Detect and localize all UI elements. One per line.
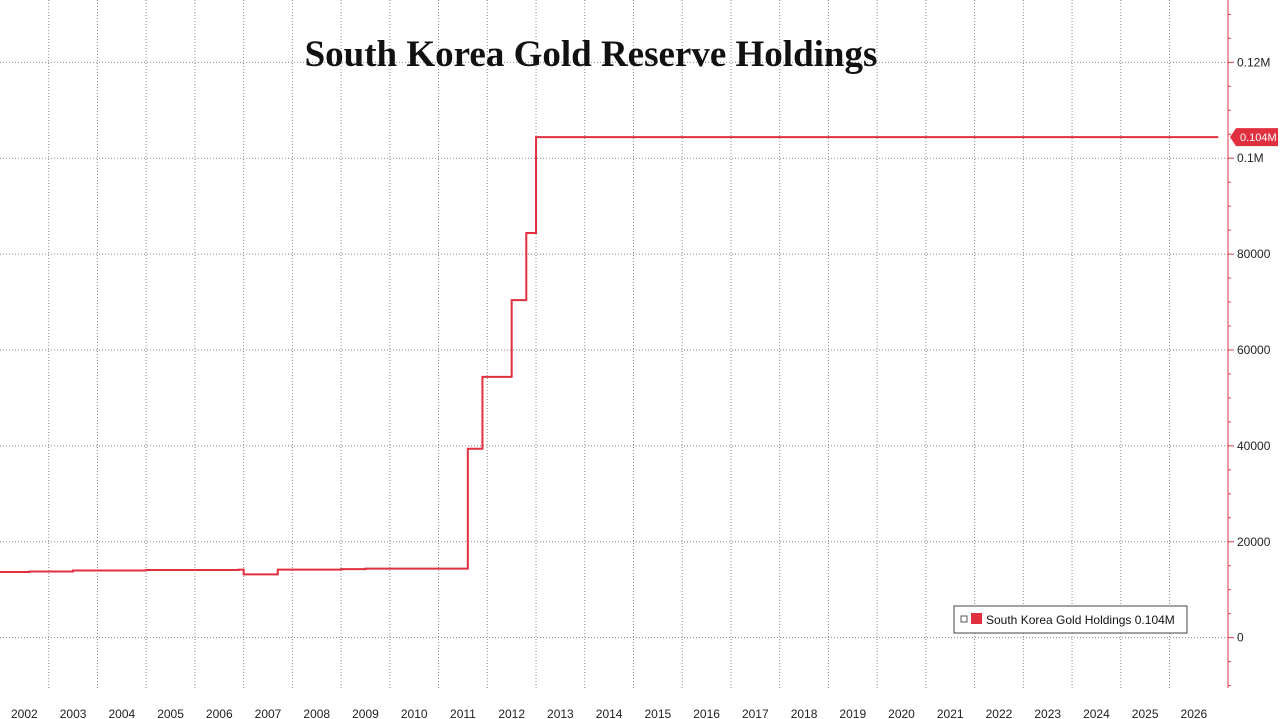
x-tick-label: 2026 [1181,707,1208,719]
legend-box [953,605,1188,634]
x-tick-label: 2012 [498,707,525,719]
x-tick-label: 2004 [108,707,135,719]
x-tick-label: 2010 [401,707,428,719]
y-tick-label: 60000 [1237,343,1271,357]
x-tick-label: 2005 [157,707,184,719]
x-tick-label: 2024 [1083,707,1110,719]
y-tick-label: 0.1M [1237,151,1264,165]
last-value-label: 0.104M [1230,128,1278,147]
y-tick-label: 80000 [1237,247,1271,261]
x-tick-label: 2018 [791,707,818,719]
x-tick-label: 2020 [888,707,915,719]
legend-collapse-icon[interactable] [960,615,968,623]
x-tick-label: 2002 [11,707,38,719]
x-tick-label: 2011 [450,707,476,719]
x-tick-label: 2021 [937,707,964,719]
y-tick-label: 0 [1237,631,1244,645]
x-tick-label: 2014 [596,707,623,719]
y-gridlines [0,61,1228,639]
x-tick-label: 2019 [839,707,866,719]
chart-title: South Korea Gold Reserve Holdings [305,34,878,75]
x-axis-ticks: 2002 2003 2004 2005 2006 2007 2008 2009 2010 2011… [11,707,1208,719]
legend: South Korea Gold Holdings 0.104M [953,605,1188,634]
x-tick-label: 2025 [1132,707,1159,719]
x-gridlines [48,0,1171,688]
legend-swatch [971,613,982,624]
x-tick-label: 2023 [1034,707,1061,719]
x-tick-label: 2016 [693,707,720,719]
x-tick-label: 2017 [742,707,769,719]
last-value-label-text: 0.104M [1240,132,1277,144]
x-tick-label: 2015 [645,707,672,719]
x-tick-label: 2009 [352,707,379,719]
x-tick-label: 2007 [255,707,282,719]
y-tick-label: 20000 [1237,535,1271,549]
x-tick-label: 2006 [206,707,233,719]
y-tick-label: 40000 [1237,439,1271,453]
x-tick-label: 2008 [303,707,330,719]
series-line-south-korea-gold-holdings [0,136,1219,576]
x-tick-label: 2013 [547,707,574,719]
x-tick-label: 2022 [986,707,1013,719]
x-tick-label: 2003 [60,707,87,719]
y-tick-label: 0.12M [1237,55,1270,69]
legend-label: South Korea Gold Holdings 0.104M [986,613,1175,627]
y-axis-ticks: 0 20000 40000 60000 80000 0.1M 0.12M [1228,13,1271,687]
last-value-label-background [1230,128,1278,147]
